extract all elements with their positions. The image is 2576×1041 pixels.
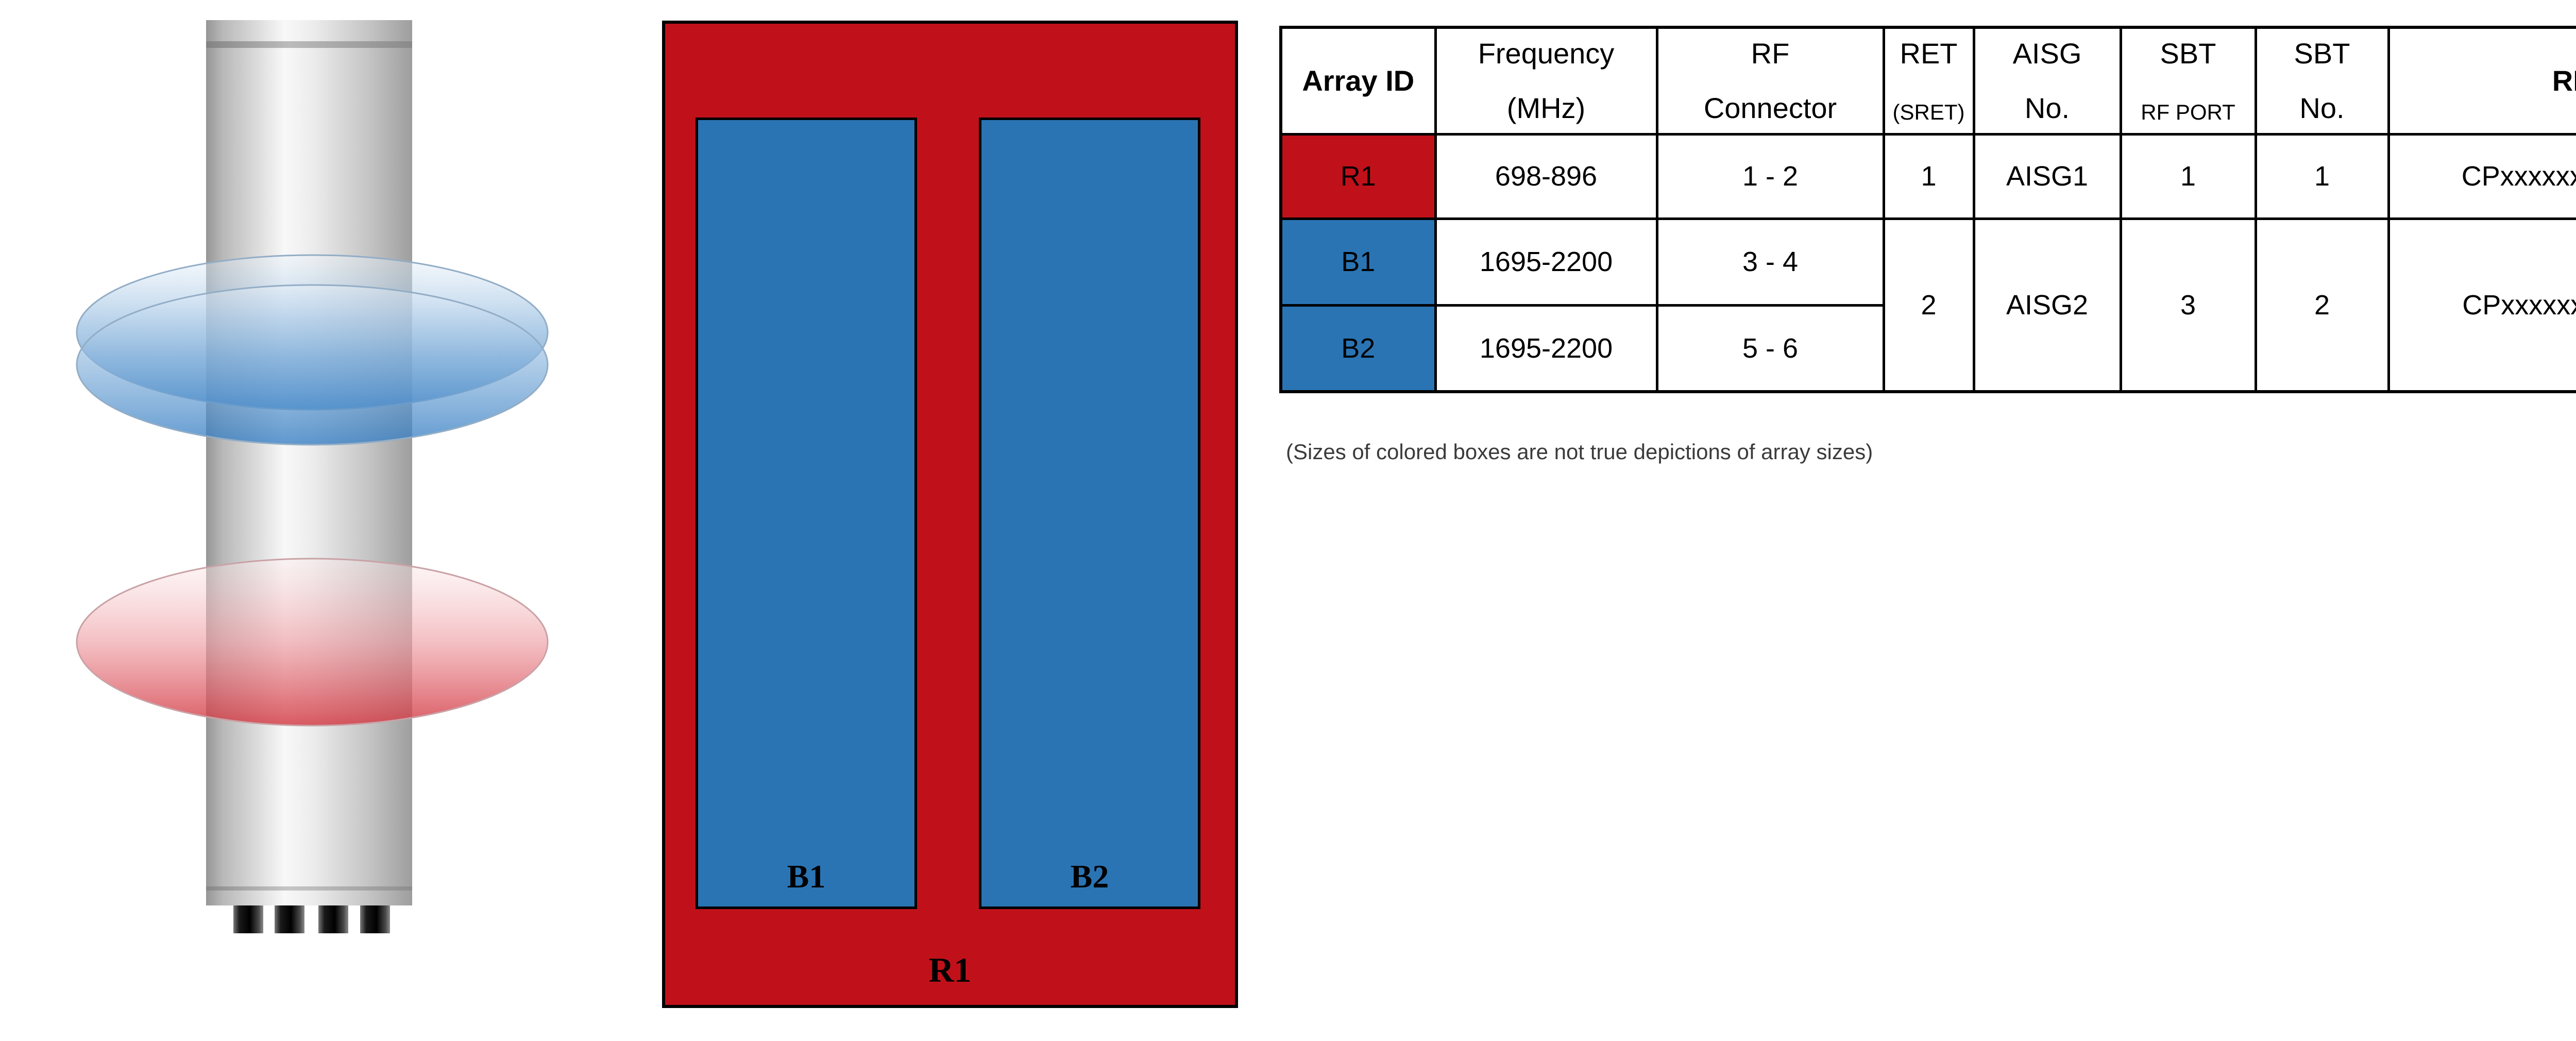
cell-b2-frequency: 1695-2200 bbox=[1434, 304, 1658, 393]
header-frequency-line1: Frequency bbox=[1478, 37, 1615, 70]
cell-r1-array-id-text: R1 bbox=[1340, 161, 1376, 192]
cell-r1-ret-sret-text: 1 bbox=[1921, 161, 1937, 192]
cell-b1-frequency: 1695-2200 bbox=[1434, 217, 1658, 307]
cell-b-merged-sbt-no: 2 bbox=[2254, 217, 2390, 393]
array-b1-box: B1 bbox=[696, 117, 917, 909]
cell-b2-frequency-text: 1695-2200 bbox=[1479, 332, 1613, 364]
header-ret-sret: RET (SRET) bbox=[1882, 26, 1975, 136]
cell-b-merged-sbt-rf-port-text: 3 bbox=[2180, 289, 2196, 321]
cell-r1-sbt-no-text: 1 bbox=[2314, 161, 2330, 192]
connector-pin-4 bbox=[360, 905, 390, 933]
table-row-r1: R1 698-896 1 - 2 1 AISG1 1 1 CPxxxxxxxxx… bbox=[1279, 132, 2576, 220]
header-aisg-no: AISG No. bbox=[1972, 26, 2122, 136]
cell-b1-rf-connector: 3 - 4 bbox=[1655, 217, 1885, 307]
table-row-b2: B2 1695-2200 5 - 6 bbox=[1279, 304, 2576, 393]
header-ret-uid: RET UID bbox=[2387, 26, 2576, 136]
connector-pin-3 bbox=[318, 905, 348, 933]
cell-b1-array-id-text: B1 bbox=[1341, 246, 1376, 277]
cell-r1-rf-connector-text: 1 - 2 bbox=[1742, 161, 1799, 192]
cell-b1-frequency-text: 1695-2200 bbox=[1479, 246, 1613, 277]
mast-top-seam bbox=[206, 41, 412, 48]
cell-r1-aisg-no: AISG1 bbox=[1972, 132, 2122, 220]
cell-r1-frequency-text: 698-896 bbox=[1495, 161, 1598, 192]
cell-b2-array-id-text: B2 bbox=[1341, 332, 1376, 364]
header-ret-line1: RET bbox=[1900, 37, 1958, 70]
header-frequency-line2: (MHz) bbox=[1506, 92, 1586, 125]
header-rf-connector: RF Connector bbox=[1655, 26, 1885, 136]
cell-b2-rf-connector: 5 - 6 bbox=[1655, 304, 1885, 393]
table-header-row: Array ID Frequency (MHz) RF Connector RE… bbox=[1279, 26, 2576, 136]
header-sbt-no-line2: No. bbox=[2299, 92, 2345, 125]
cell-b-merged-aisg-no: AISG2 bbox=[1972, 217, 2122, 393]
header-ret-uid-label: RET UID bbox=[2552, 64, 2576, 97]
header-array-id-label: Array ID bbox=[1302, 64, 1415, 97]
cell-r1-aisg-no-text: AISG1 bbox=[2006, 161, 2089, 192]
size-disclaimer-note: (Sizes of colored boxes are not true dep… bbox=[1286, 440, 1873, 464]
cell-b2-array-id: B2 bbox=[1279, 304, 1437, 393]
red-beam-disc bbox=[76, 558, 549, 727]
cell-b-merged-aisg-no-text: AISG2 bbox=[2006, 289, 2089, 321]
array-b2-box: B2 bbox=[979, 117, 1200, 909]
header-aisg-line2: No. bbox=[2024, 92, 2070, 125]
cell-r1-ret-sret: 1 bbox=[1882, 132, 1975, 220]
header-ret-line2: (SRET) bbox=[1892, 99, 1965, 124]
array-r1-label-wrap: R1 bbox=[662, 952, 1238, 987]
header-frequency: Frequency (MHz) bbox=[1434, 26, 1658, 136]
cell-r1-sbt-rf-port-text: 1 bbox=[2180, 161, 2196, 192]
connector-pin-1 bbox=[233, 905, 263, 933]
table-row-b1: B1 1695-2200 3 - 4 2 AISG2 3 2 CPxxxxxxx… bbox=[1279, 217, 2576, 393]
connector-pin-2 bbox=[275, 905, 304, 933]
array-r1-label: R1 bbox=[928, 950, 972, 989]
header-sbt-port-line1: SBT bbox=[2160, 37, 2216, 70]
header-rf-line1: RF bbox=[1751, 37, 1790, 70]
cell-b-merged-sbt-no-text: 2 bbox=[2314, 289, 2330, 321]
header-sbt-rf-port: SBT RF PORT bbox=[2119, 26, 2257, 136]
cell-b-merged-ret-sret-text: 2 bbox=[1921, 289, 1937, 321]
cell-r1-ret-uid-text: CPxxxxxxxxxxxxxxxxR1 bbox=[2461, 161, 2576, 192]
antenna-illustration bbox=[76, 20, 549, 933]
cell-b2-rf-connector-text: 5 - 6 bbox=[1742, 332, 1799, 364]
cell-r1-sbt-no: 1 bbox=[2254, 132, 2390, 220]
cell-r1-sbt-rf-port: 1 bbox=[2119, 132, 2257, 220]
header-sbt-port-line2: RF PORT bbox=[2141, 99, 2235, 124]
cell-b-merged-ret-uid-text: CPxxxxxxxxxxxxxxxxB1 bbox=[2462, 289, 2576, 321]
header-rf-line2: Connector bbox=[1703, 92, 1837, 125]
cell-b1-array-id: B1 bbox=[1279, 217, 1437, 307]
blue-beam-disc-lower bbox=[76, 284, 549, 446]
cell-r1-frequency: 698-896 bbox=[1434, 132, 1658, 220]
cell-r1-ret-uid: CPxxxxxxxxxxxxxxxxR1 bbox=[2387, 132, 2576, 220]
cell-b-merged-ret-sret: 2 bbox=[1882, 217, 1975, 393]
cell-b1-rf-connector-text: 3 - 4 bbox=[1742, 246, 1799, 277]
header-sbt-no: SBT No. bbox=[2254, 26, 2390, 136]
header-aisg-line1: AISG bbox=[2012, 37, 2082, 70]
cell-b-merged-sbt-rf-port: 3 bbox=[2119, 217, 2257, 393]
mast-bottom-seam bbox=[206, 886, 412, 891]
cell-r1-rf-connector: 1 - 2 bbox=[1655, 132, 1885, 220]
cell-b-merged-ret-uid: CPxxxxxxxxxxxxxxxxB1 bbox=[2387, 217, 2576, 393]
antenna-mast-cylinder bbox=[206, 20, 412, 905]
rf-port-table: Array ID Frequency (MHz) RF Connector RE… bbox=[1279, 26, 2576, 393]
header-sbt-no-line1: SBT bbox=[2294, 37, 2350, 70]
header-array-id: Array ID bbox=[1279, 26, 1437, 136]
array-b1-label: B1 bbox=[787, 858, 826, 895]
array-b2-label: B2 bbox=[1070, 858, 1109, 895]
cell-r1-array-id: R1 bbox=[1279, 132, 1437, 220]
